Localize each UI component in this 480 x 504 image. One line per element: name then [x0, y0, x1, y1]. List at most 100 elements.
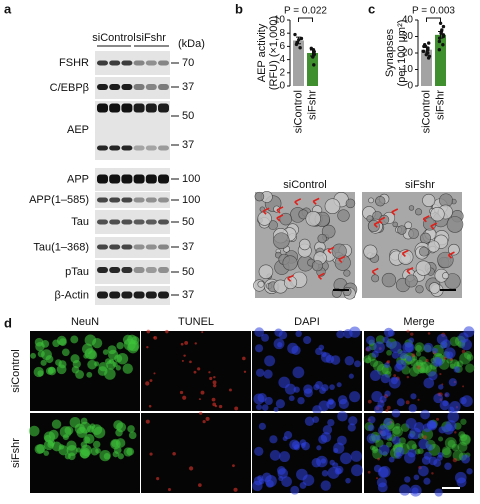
micrograph-texture	[392, 221, 398, 228]
fluorescence-signal	[321, 384, 329, 392]
fluorescence-signal	[421, 428, 434, 441]
blot-band	[97, 60, 108, 66]
micrograph-texture	[414, 208, 423, 216]
fluorescence-signal	[367, 470, 371, 474]
fluorescence-signal	[179, 390, 184, 395]
fluorescence-signal	[34, 444, 45, 455]
micrograph-texture	[257, 280, 265, 288]
fluorescence-signal	[304, 416, 315, 426]
fluorescence-signal	[410, 332, 414, 336]
blot-band	[121, 174, 133, 184]
micrograph-texture	[415, 260, 432, 276]
fluorescence-signal	[349, 326, 361, 338]
fluorescence-signal	[117, 453, 124, 460]
micrograph-texture	[408, 205, 415, 211]
blot-band	[145, 84, 157, 90]
blot-band	[97, 197, 108, 203]
fluorescence-signal	[458, 431, 466, 439]
micrograph-texture	[428, 282, 441, 294]
fluorescence-signal	[438, 426, 446, 434]
bar	[307, 53, 318, 86]
bar	[293, 40, 304, 86]
fluorescence-signal	[33, 366, 44, 378]
fluorescence-signal	[437, 452, 444, 458]
fluorescence-signal	[396, 398, 405, 407]
fluorescence-signal	[393, 374, 397, 377]
micrograph-texture	[254, 191, 265, 202]
fluorescence-signal	[325, 355, 335, 364]
arrow	[294, 198, 302, 206]
row-label: C/EBPβ	[50, 82, 89, 94]
blot-band	[133, 103, 145, 113]
fluorescence-signal	[58, 360, 67, 369]
fluorescence-signal	[321, 470, 329, 477]
data-point	[421, 49, 426, 54]
blot-band	[121, 84, 133, 90]
fluorescence-signal	[444, 462, 452, 470]
fluorescence-signal	[83, 436, 91, 444]
arrow	[317, 272, 325, 280]
blot-strip	[95, 237, 170, 258]
fluorescence-signal	[395, 359, 407, 370]
fluorescence-signal	[391, 436, 401, 445]
blot-band	[158, 197, 169, 203]
data-point	[438, 21, 443, 25]
fluorescence-signal	[336, 382, 342, 388]
micrograph-texture	[375, 196, 386, 207]
fluorescence-signal	[180, 342, 184, 346]
fluorescence-signal	[254, 446, 264, 456]
fluorescence-signal	[368, 416, 376, 424]
fluorescence-signal	[327, 418, 335, 427]
fluorescence-signal	[41, 339, 50, 348]
fluorescence-signal	[451, 443, 460, 452]
fluorescence-signal	[228, 388, 232, 392]
fluorescence-signal	[380, 373, 391, 384]
fluorescence-signal	[122, 363, 133, 374]
fluorescence-signal	[290, 485, 300, 495]
fluorescence-signal	[391, 409, 401, 418]
blot-band	[121, 244, 133, 250]
fluorescence-signal	[333, 448, 339, 454]
column-header: NeuN	[71, 316, 99, 328]
fluorescence-signal	[128, 340, 140, 352]
fluorescence-signal	[264, 396, 273, 406]
blot-band	[133, 174, 145, 184]
fluorescence-signal	[58, 444, 65, 450]
fluorescence-signal	[407, 448, 417, 458]
fluorescence-signal	[411, 355, 418, 361]
fluorescence-signal	[378, 444, 390, 456]
fluorescence-signal	[156, 477, 160, 481]
fluorescence-signal	[165, 329, 169, 334]
column-header: DAPI	[294, 316, 320, 328]
fluorescence-signal	[104, 368, 116, 380]
blot-band	[97, 145, 108, 151]
row-label: APP	[67, 173, 89, 185]
blot-band	[109, 145, 121, 151]
fluorescence-signal	[316, 445, 322, 451]
micrograph-texture	[337, 209, 350, 222]
arrow	[447, 251, 455, 259]
arrow	[262, 207, 270, 215]
micrograph-texture	[305, 210, 321, 227]
data-point	[424, 52, 428, 57]
blot-band	[97, 219, 108, 225]
fluorescence-signal	[277, 468, 289, 479]
fluorescence-signal	[71, 365, 80, 374]
fluorescence-signal	[128, 431, 137, 440]
fluorescence-signal	[406, 440, 417, 451]
blot-band	[158, 219, 169, 225]
fluorescence-signal	[387, 329, 395, 337]
fluorescence-signal	[412, 361, 425, 374]
y-axis-label: Synapses	[384, 28, 396, 77]
blot-band	[145, 174, 157, 184]
y-tick-label: 8	[279, 28, 285, 39]
panel-label: b	[235, 1, 243, 16]
fluorescence-signal	[457, 441, 468, 452]
fluorescence-signal	[452, 450, 464, 461]
fluorescence-signal	[379, 395, 387, 403]
fluorescence-signal	[336, 435, 347, 446]
significance-bracket	[426, 17, 441, 22]
micrograph-texture	[324, 198, 341, 214]
fluorescence-signal	[51, 419, 62, 429]
blot-band	[133, 291, 145, 299]
